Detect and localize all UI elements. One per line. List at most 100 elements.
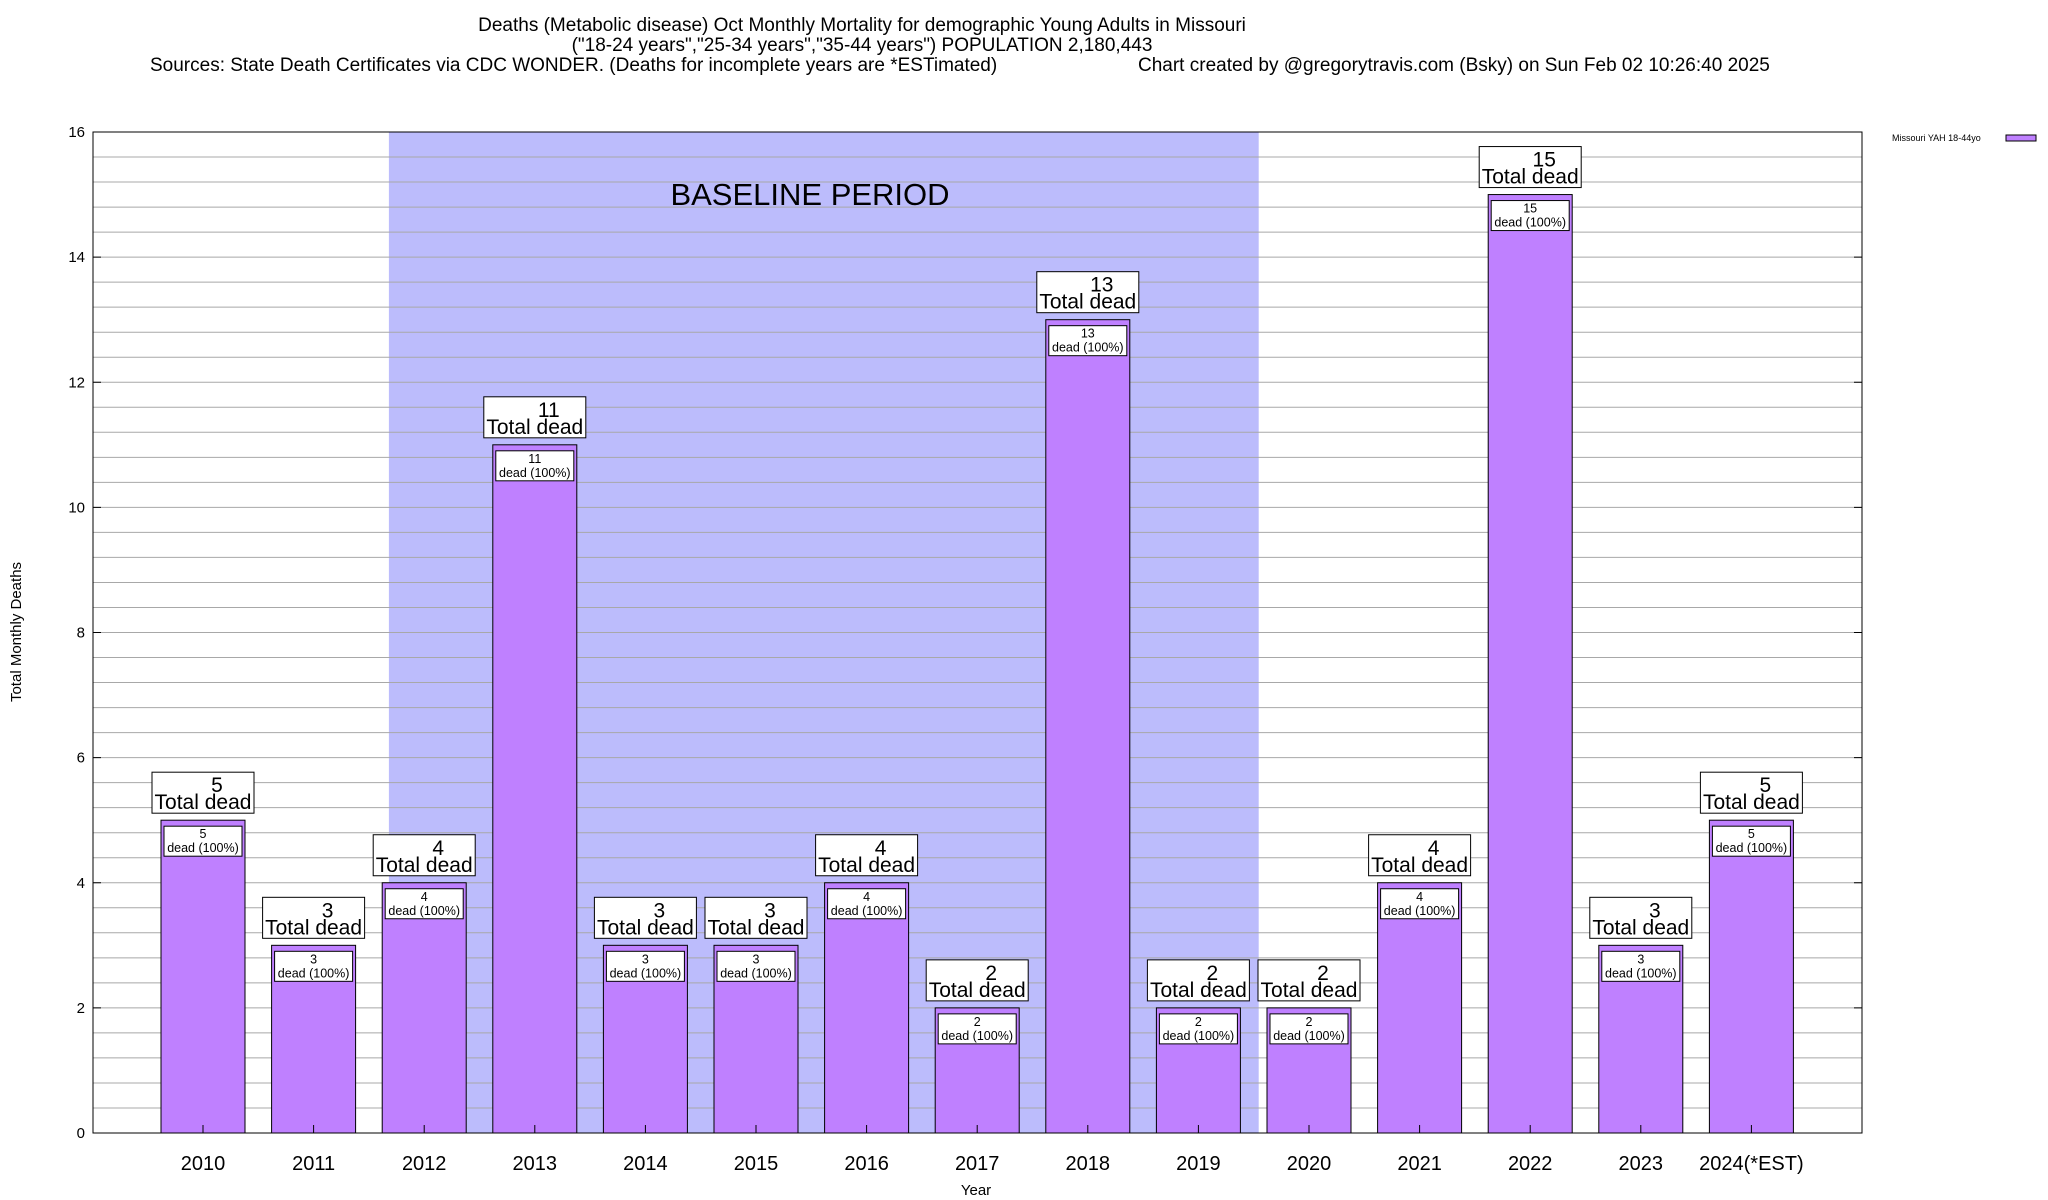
bar-inner-value: 3 bbox=[310, 952, 317, 966]
bar-inner-value: 15 bbox=[1523, 202, 1537, 216]
bar-total-label-box bbox=[815, 834, 919, 877]
bar-inner-percent: dead (100%) bbox=[1273, 1029, 1345, 1043]
bar-inner-value: 2 bbox=[1306, 1015, 1313, 1029]
bar-total-text: Total dead bbox=[155, 791, 252, 814]
baseline-period-label: BASELINE PERIOD bbox=[670, 177, 949, 212]
bar-inner-percent: dead (100%) bbox=[499, 466, 571, 480]
bar-inner-value: 4 bbox=[1416, 890, 1423, 904]
bar-total-text: Total dead bbox=[1703, 791, 1800, 814]
bar-inner-value: 3 bbox=[1637, 952, 1644, 966]
chart-credit: Chart created by @gregorytravis.com (Bsk… bbox=[1138, 55, 1770, 76]
bar-inner-value: 4 bbox=[421, 890, 428, 904]
bar-total-value: 3 bbox=[654, 899, 666, 922]
bar bbox=[824, 882, 910, 1134]
x-tick-label: 2010 bbox=[181, 1153, 226, 1175]
y-tick-label: 4 bbox=[77, 875, 85, 892]
bar-total-label-box bbox=[1589, 896, 1693, 939]
bar-inner-label-box bbox=[1269, 1013, 1349, 1045]
bar-inner-value: 2 bbox=[974, 1015, 981, 1029]
bar-total-text: Total dead bbox=[708, 916, 805, 939]
bar-total-value: 3 bbox=[1649, 899, 1661, 922]
bar-inner-label-box bbox=[937, 1013, 1017, 1045]
bar-total-label-box bbox=[372, 834, 476, 877]
x-tick-label: 2018 bbox=[1066, 1153, 1111, 1175]
bar-inner-percent: dead (100%) bbox=[167, 841, 239, 855]
x-tick-label: 2019 bbox=[1176, 1153, 1221, 1175]
bar-total-label-box bbox=[1146, 959, 1250, 1002]
bar-total-text: Total dead bbox=[1482, 166, 1579, 189]
x-tick-label: 2012 bbox=[402, 1153, 447, 1175]
legend-swatch bbox=[2005, 134, 2037, 142]
bar-inner-value: 5 bbox=[200, 827, 207, 841]
bar-inner-label-box bbox=[716, 950, 796, 982]
bar-total-value: 4 bbox=[875, 837, 887, 860]
bar-inner-percent: dead (100%) bbox=[1163, 1029, 1235, 1043]
bar-total-label-box bbox=[262, 896, 366, 939]
bar-inner-label-box bbox=[384, 888, 464, 920]
x-tick-label: 2017 bbox=[955, 1153, 1000, 1175]
bar-inner-label-box bbox=[605, 950, 685, 982]
bar-inner-label-box bbox=[1158, 1013, 1238, 1045]
bar-inner-percent: dead (100%) bbox=[1384, 904, 1456, 918]
y-axis-ticks: 0 2 4 6 8 10 12 14 16 bbox=[68, 124, 1862, 1142]
chart-title-line-1: Deaths (Metabolic disease) Oct Monthly M… bbox=[478, 15, 1246, 36]
bar-inner-label-box bbox=[1601, 950, 1681, 982]
bar bbox=[1487, 194, 1573, 1134]
bar-total-value: 4 bbox=[432, 837, 444, 860]
bar-total-label-box bbox=[1699, 771, 1803, 814]
x-tick-label: 2013 bbox=[513, 1153, 558, 1175]
bar-total-label-box bbox=[925, 959, 1029, 1002]
x-tick-label: 2020 bbox=[1287, 1153, 1332, 1175]
bar-total-text: Total dead bbox=[818, 854, 915, 877]
bar bbox=[160, 819, 246, 1134]
x-tick-label: 2023 bbox=[1619, 1153, 1664, 1175]
bar bbox=[381, 882, 467, 1134]
y-tick-label: 8 bbox=[77, 625, 85, 642]
bar-total-text: Total dead bbox=[1150, 979, 1247, 1002]
bar-total-label-box bbox=[483, 396, 587, 439]
chart-sources: Sources: State Death Certificates via CD… bbox=[150, 55, 997, 76]
x-tick-label: 2015 bbox=[734, 1153, 779, 1175]
bar-total-text: Total dead bbox=[1039, 291, 1136, 314]
bar-inner-percent: dead (100%) bbox=[831, 904, 903, 918]
bar bbox=[1045, 319, 1131, 1134]
bar-total-text: Total dead bbox=[1592, 916, 1689, 939]
bar-total-value: 11 bbox=[538, 399, 560, 422]
bar-total-value: 3 bbox=[764, 899, 776, 922]
bar-inner-value: 5 bbox=[1748, 827, 1755, 841]
y-tick-label: 16 bbox=[68, 124, 85, 141]
x-tick-label: 2021 bbox=[1397, 1153, 1442, 1175]
bar-total-value: 15 bbox=[1533, 149, 1556, 172]
bar-total-text: Total dead bbox=[486, 416, 583, 439]
legend: Missouri YAH 18-44yo bbox=[1892, 133, 2037, 143]
bar-inner-value: 2 bbox=[1195, 1015, 1202, 1029]
chart-title: Deaths (Metabolic disease) Oct Monthly M… bbox=[150, 15, 1770, 76]
bar-total-value: 5 bbox=[1760, 774, 1772, 797]
bar-inner-value: 11 bbox=[528, 452, 541, 466]
bar-inner-value: 13 bbox=[1081, 327, 1095, 341]
bar-total-text: Total dead bbox=[1371, 854, 1468, 877]
bar-total-value: 2 bbox=[1317, 962, 1329, 985]
bar-total-value: 3 bbox=[322, 899, 334, 922]
y-tick-label: 12 bbox=[68, 374, 85, 391]
bar-total-text: Total dead bbox=[929, 979, 1026, 1002]
x-tick-label: 2024(*EST) bbox=[1699, 1153, 1804, 1175]
bar-total-label-box bbox=[1257, 959, 1361, 1002]
x-axis-label: Year bbox=[961, 1182, 991, 1199]
y-tick-label: 6 bbox=[77, 750, 85, 767]
bar-inner-percent: dead (100%) bbox=[941, 1029, 1013, 1043]
x-tick-label: 2022 bbox=[1508, 1153, 1553, 1175]
bar-inner-percent: dead (100%) bbox=[278, 966, 350, 980]
